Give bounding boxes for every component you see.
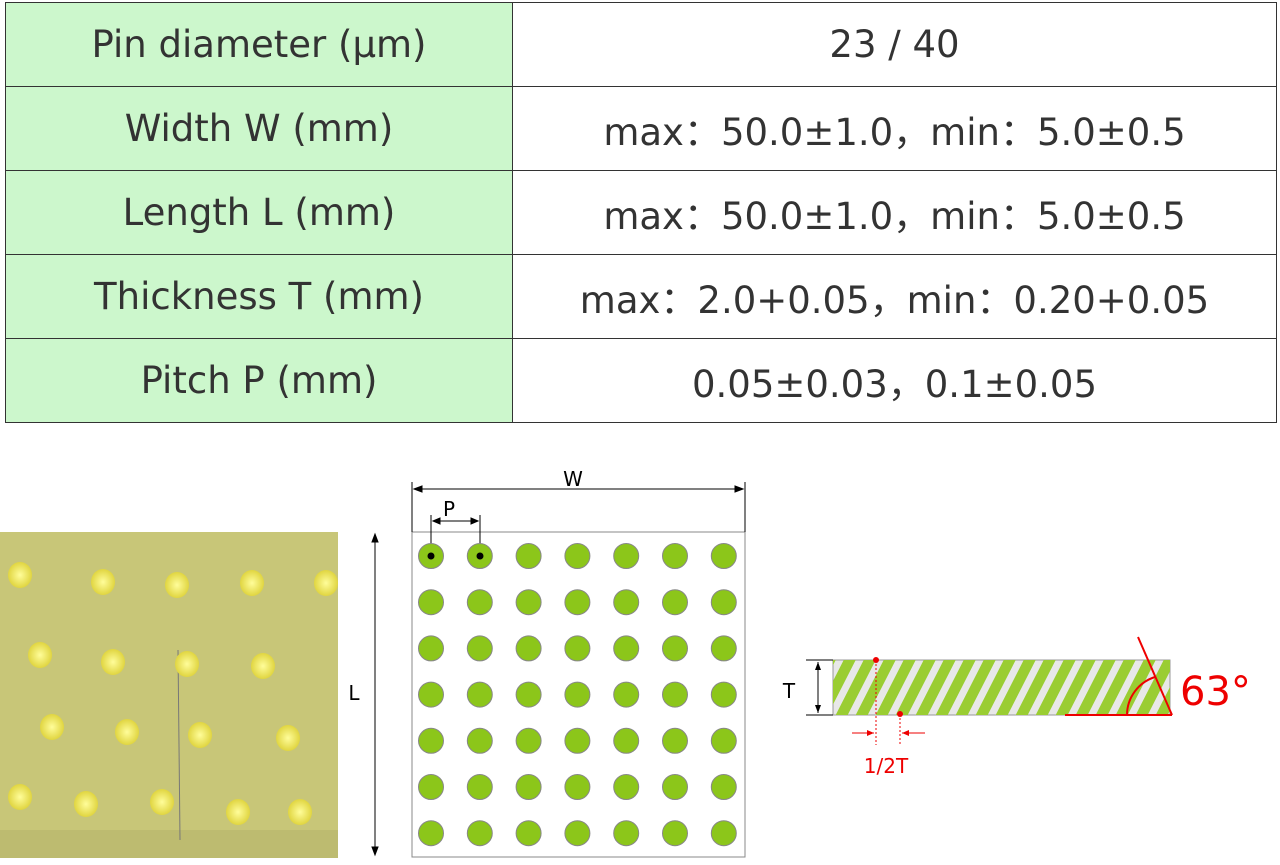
- pin: [710, 727, 737, 754]
- pin: [466, 774, 493, 800]
- value-cell: max：50.0±1.0，min：5.0±0.5: [512, 170, 1277, 255]
- pin-photo: [226, 799, 250, 825]
- length-label: L: [348, 681, 360, 705]
- pin: [564, 820, 591, 847]
- pin: [613, 727, 640, 754]
- parameter-cell: Pin diameter (μm): [5, 2, 513, 87]
- pin-photo: [165, 572, 189, 598]
- pin: [515, 543, 542, 569]
- pin-photo: [91, 569, 115, 595]
- grid-diagram: W P L: [348, 467, 746, 858]
- pin: [564, 727, 591, 754]
- pin-photo: [150, 789, 174, 815]
- pin: [564, 543, 591, 569]
- pin: [613, 589, 640, 616]
- pin: [662, 681, 688, 708]
- pin: [418, 635, 444, 662]
- pin-photo: [276, 725, 300, 751]
- pin: [710, 635, 737, 662]
- pin-photo: [240, 570, 264, 596]
- table-row: Pitch P (mm) 0.05±0.03，0.1±0.05: [5, 338, 1277, 423]
- pin-photo: [74, 791, 98, 817]
- pin: [710, 543, 737, 569]
- pin: [662, 589, 688, 616]
- pitch-label: P: [443, 497, 455, 521]
- pin: [418, 727, 444, 754]
- pin: [662, 774, 688, 800]
- parameter-cell: Pitch P (mm): [5, 338, 513, 423]
- pin: [710, 774, 737, 800]
- pin: [710, 681, 737, 708]
- pin: [710, 589, 737, 616]
- pin: [710, 820, 737, 847]
- pin: [515, 727, 542, 754]
- thickness-label: T: [782, 679, 796, 703]
- pin: [613, 774, 640, 800]
- pin: [564, 774, 591, 800]
- pin: [564, 681, 591, 708]
- table-row: Thickness T (mm) max：2.0+0.05，min：0.20+0.…: [5, 254, 1277, 339]
- pin-photo: [8, 562, 32, 588]
- pin: [613, 543, 640, 569]
- pin: [662, 635, 688, 662]
- pin: [613, 681, 640, 708]
- value-cell: max：2.0+0.05，min：0.20+0.05: [512, 254, 1277, 339]
- pin: [613, 820, 640, 847]
- pin-photo: [288, 799, 312, 825]
- table-row: Length L (mm) max：50.0±1.0，min：5.0±0.5: [5, 170, 1277, 255]
- spec-table: Pin diameter (μm) 23 / 40 Width W (mm) max：…: [5, 2, 1277, 423]
- pin-photo: [251, 653, 275, 679]
- pin: [515, 681, 542, 708]
- width-label: W: [563, 467, 583, 491]
- pin: [466, 820, 493, 847]
- pin-photo: [28, 642, 52, 668]
- pin: [466, 589, 493, 616]
- pin: [418, 820, 444, 847]
- value-cell: 0.05±0.03，0.1±0.05: [512, 338, 1277, 423]
- pin: [418, 774, 444, 800]
- pin: [662, 820, 688, 847]
- parameter-cell: Thickness T (mm): [5, 254, 513, 339]
- pin: [466, 727, 493, 754]
- offset-label: 1/2T: [864, 754, 909, 778]
- pin-photo: [40, 714, 64, 740]
- pin: [515, 589, 542, 616]
- pin: [613, 635, 640, 662]
- pin: [466, 635, 493, 662]
- pin-photo: [101, 649, 125, 675]
- photo: [0, 532, 338, 858]
- pin: [564, 589, 591, 616]
- pin: [662, 543, 688, 569]
- table-row: Width W (mm) max：50.0±1.0，min：5.0±0.5: [5, 86, 1277, 171]
- angle-label: 63°: [1180, 669, 1251, 715]
- pin: [418, 681, 444, 708]
- pin: [515, 635, 542, 662]
- pin-photo: [115, 719, 139, 745]
- pin: [418, 589, 444, 616]
- pin-photo: [188, 722, 212, 748]
- pin: [515, 820, 542, 847]
- pin: [466, 681, 493, 708]
- pin-photo: [175, 651, 199, 677]
- pin: [515, 774, 542, 800]
- pin-photo: [314, 570, 338, 596]
- parameter-cell: Width W (mm): [5, 86, 513, 171]
- pin: [662, 727, 688, 754]
- pin-photo: [8, 784, 32, 810]
- side-diagram: T 63° 1/2T: [782, 636, 1251, 778]
- pin: [564, 635, 591, 662]
- parameter-cell: Length L (mm): [5, 170, 513, 255]
